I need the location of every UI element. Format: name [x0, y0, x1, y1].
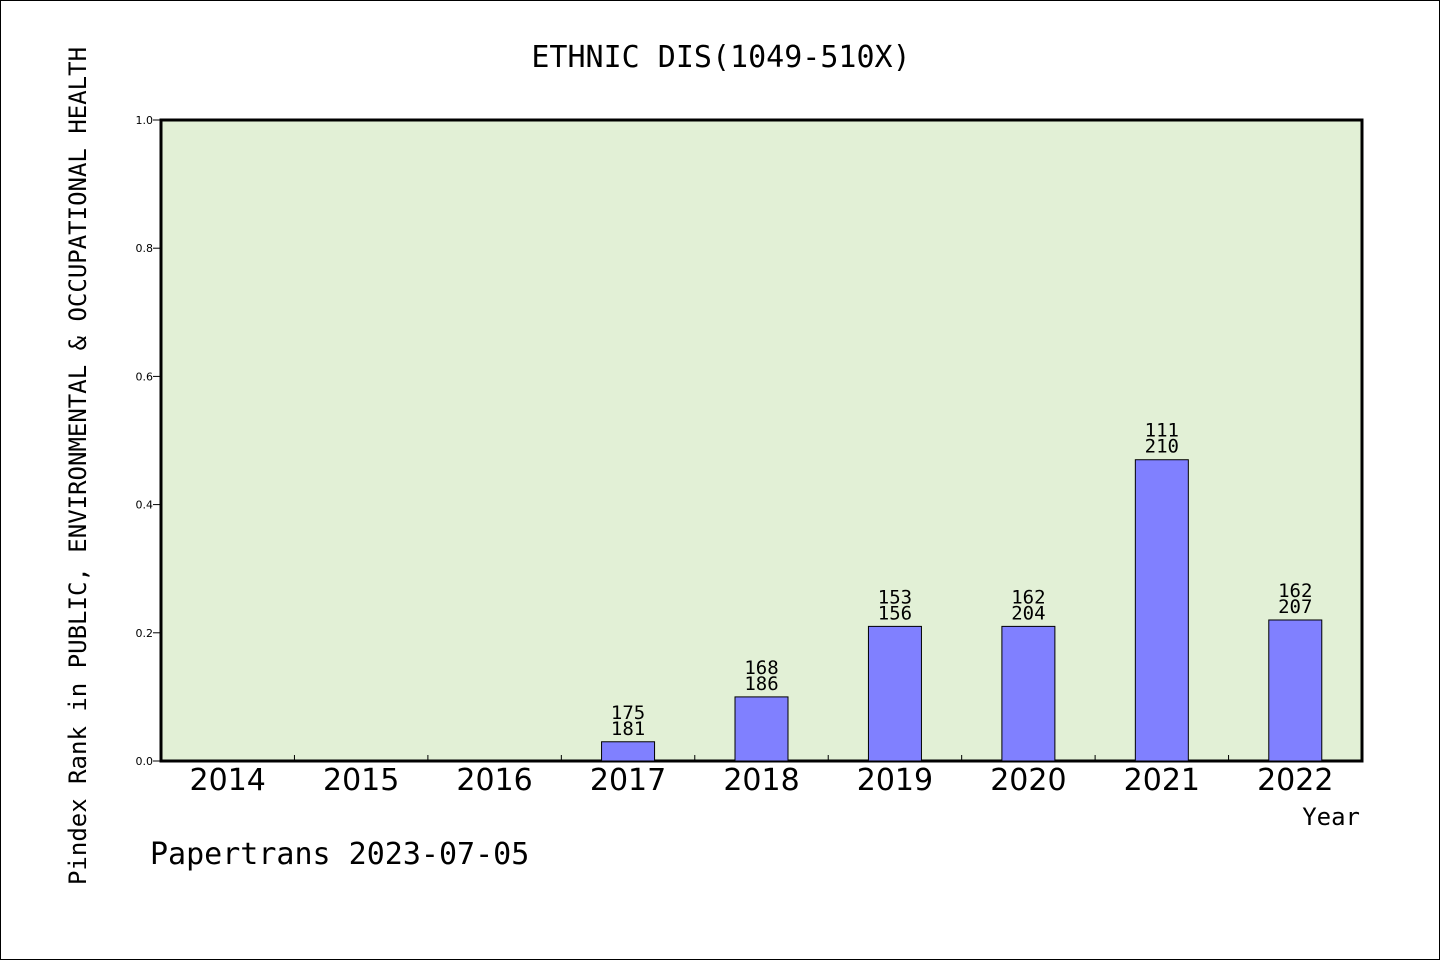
y-tick-label: 1.0 — [136, 114, 154, 127]
x-category-label: 2016 — [456, 763, 532, 798]
bar-label-bottom: 156 — [878, 602, 912, 624]
x-category-label: 2019 — [857, 763, 933, 798]
bar-2017 — [601, 741, 656, 762]
bar-label-bottom: 204 — [1011, 602, 1045, 624]
y-tick-label: 0.8 — [136, 242, 154, 255]
x-category-label: 2021 — [1124, 763, 1200, 798]
bar-2021 — [1134, 459, 1189, 762]
y-tick-label: 0.4 — [136, 499, 154, 512]
bar-label-bottom: 210 — [1145, 436, 1179, 458]
bar-label-top: 162 — [1011, 586, 1045, 608]
bar-label-top: 175 — [611, 702, 645, 724]
x-categories: 2014 2015 2016 2017 2018 2019 2020 2021 2022 — [190, 763, 1334, 798]
y-tick-label: 0.6 — [136, 370, 154, 383]
bars — [601, 459, 1323, 762]
x-axis-label: Year — [1302, 803, 1360, 831]
bar-label-bottom: 181 — [611, 718, 645, 740]
x-ticks — [293, 755, 1230, 761]
bar-label-top: 111 — [1145, 420, 1179, 442]
bar-2019 — [867, 625, 922, 762]
bar-label-top: 162 — [1278, 580, 1312, 602]
x-category-label: 2015 — [323, 763, 399, 798]
y-tick-label: 0.2 — [136, 627, 154, 640]
bar-label-top: 168 — [744, 657, 778, 679]
chart-title: ETHNIC DIS(1049-510X) — [531, 40, 910, 75]
bar-2018 — [734, 696, 789, 762]
x-category-label: 2018 — [723, 763, 799, 798]
bar-label-top: 153 — [878, 586, 912, 608]
y-ticks: 0.0 0.2 0.4 0.6 0.8 1.0 — [136, 114, 161, 768]
x-category-label: 2017 — [590, 763, 666, 798]
y-axis-label: Pindex Rank in PUBLIC, ENVIRONMENTAL & O… — [64, 47, 92, 885]
x-category-label: 2020 — [990, 763, 1066, 798]
x-category-label: 2022 — [1257, 763, 1333, 798]
bar-2022 — [1268, 619, 1323, 762]
bar-label-bottom: 186 — [744, 673, 778, 695]
bar-label-bottom: 207 — [1278, 596, 1312, 618]
bar-2020 — [1001, 625, 1056, 762]
x-category-label: 2014 — [190, 763, 266, 798]
y-tick-label: 0.0 — [136, 755, 154, 768]
footer-text: Papertrans 2023-07-05 — [150, 837, 529, 872]
